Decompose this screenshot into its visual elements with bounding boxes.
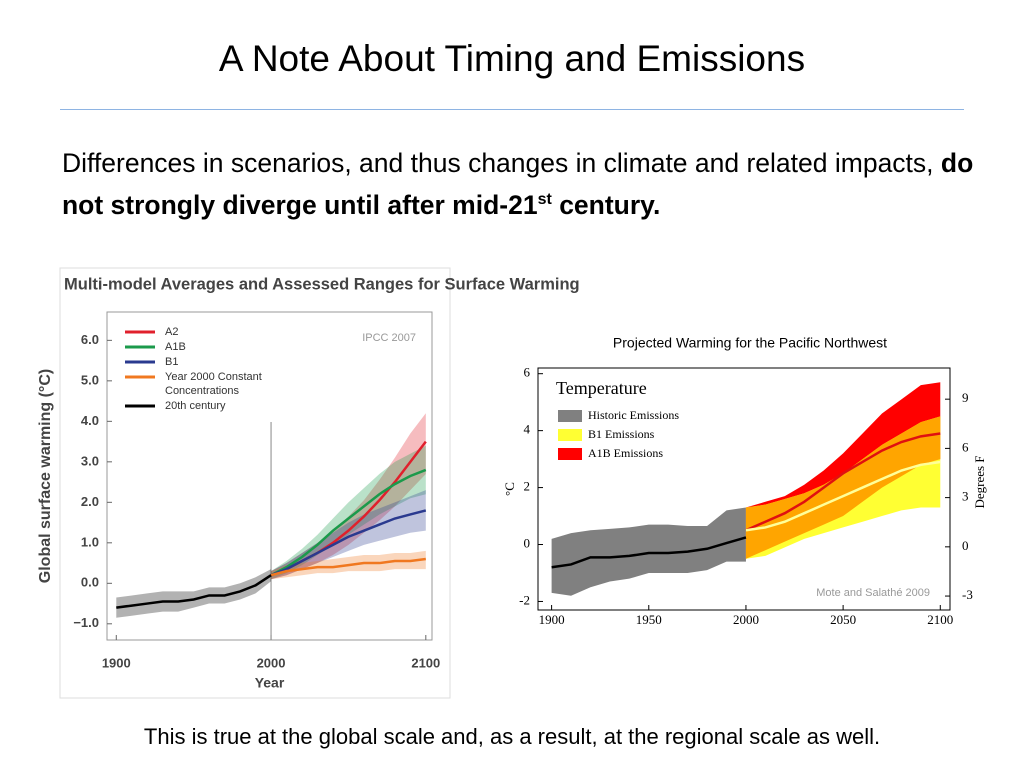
y-axis-label: °C bbox=[502, 482, 517, 496]
footer: This is true at the global scale and, as… bbox=[143, 724, 881, 749]
body-sup: st bbox=[537, 191, 552, 209]
x-tick-label: 1950 bbox=[636, 612, 662, 627]
mean-line bbox=[745, 432, 941, 532]
range-band bbox=[551, 507, 746, 596]
chart-title: Projected Warming for the Pacific Northw… bbox=[613, 335, 887, 351]
y-tick-label: −1.0 bbox=[73, 615, 99, 630]
y-tick-label: 6.0 bbox=[81, 332, 99, 347]
legend-label: 20th century bbox=[165, 400, 226, 412]
legend-label: B1 bbox=[165, 356, 178, 368]
legend-swatch bbox=[558, 410, 582, 422]
legend-label: A2 bbox=[165, 326, 178, 338]
chart-title: Multi-model Averages and Assessed Ranges… bbox=[64, 275, 580, 293]
legend-label-line: Year 2000 Constant bbox=[165, 371, 262, 383]
y2-tick-label: -3 bbox=[962, 587, 973, 602]
body-text: Differences in scenarios, and thus chang… bbox=[62, 142, 982, 226]
y-tick-label: -2 bbox=[519, 592, 530, 607]
y-tick-label: 2 bbox=[524, 479, 531, 494]
y2-tick-label: 6 bbox=[962, 439, 969, 454]
y-tick-label: 0.0 bbox=[81, 575, 99, 590]
y2-tick-label: 0 bbox=[962, 538, 969, 553]
x-tick-label: 2100 bbox=[927, 612, 953, 627]
y-tick-label: 3.0 bbox=[81, 453, 99, 468]
legend-label: Year 2000 Constant Concentrations bbox=[165, 371, 262, 397]
body-bold-end: century. bbox=[551, 190, 661, 220]
legend-swatch bbox=[558, 429, 582, 441]
series-line bbox=[270, 557, 426, 577]
y-tick-label: 1.0 bbox=[81, 534, 99, 549]
range-band bbox=[116, 569, 272, 618]
body-bold: do not strongly diverge until after mid-… bbox=[62, 148, 973, 220]
range-band bbox=[271, 413, 426, 580]
y-tick-label: 4.0 bbox=[81, 413, 99, 428]
y-tick-label: 4 bbox=[524, 422, 531, 437]
mean-line bbox=[745, 460, 941, 532]
slide-title: A Note About Timing and Emissions bbox=[218, 38, 806, 79]
title-rule bbox=[60, 109, 964, 110]
x-tick-label: 2100 bbox=[411, 655, 440, 670]
y2-axis-label: Degrees F bbox=[972, 455, 987, 508]
x-tick-label: 1900 bbox=[539, 612, 565, 627]
annotation: Mote and Salathé 2009 bbox=[816, 587, 930, 599]
legend-label: Historic Emissions bbox=[588, 408, 679, 422]
legend-label: A1B bbox=[165, 341, 186, 353]
body-plain: Differences in scenarios, and thus chang… bbox=[62, 148, 941, 178]
x-tick-label: 1900 bbox=[102, 655, 131, 670]
x-axis-label: Year bbox=[255, 675, 285, 691]
series-line bbox=[116, 574, 272, 609]
x-tick-label: 2000 bbox=[257, 655, 286, 670]
y-tick-label: 6 bbox=[524, 365, 531, 380]
plot-frame bbox=[106, 311, 433, 641]
range-band bbox=[271, 445, 426, 580]
series-line bbox=[270, 468, 427, 577]
legend-swatch bbox=[558, 448, 582, 460]
y-tick-label: 5.0 bbox=[81, 372, 99, 387]
y-axis-label: Global surface warming (°C) bbox=[37, 369, 54, 583]
series-line bbox=[270, 509, 427, 577]
x-tick-label: 2050 bbox=[830, 612, 856, 627]
legend-label: A1B Emissions bbox=[588, 446, 663, 460]
legend-label: B1 Emissions bbox=[588, 427, 655, 441]
overlap-band bbox=[745, 416, 941, 559]
x-tick-label: 2000 bbox=[733, 612, 759, 627]
y2-tick-label: 9 bbox=[962, 390, 969, 405]
legend-label-line: Concentrations bbox=[165, 385, 239, 397]
y-tick-label: 2.0 bbox=[81, 494, 99, 509]
charts: Multi-model Averages and Assessed Ranges… bbox=[37, 267, 987, 699]
annotation: IPCC 2007 bbox=[362, 332, 416, 344]
mean-line bbox=[551, 536, 747, 569]
body-bold-text: do not strongly diverge until after mid-… bbox=[62, 148, 974, 220]
y2-tick-label: 3 bbox=[962, 489, 969, 504]
legend-title: Temperature bbox=[556, 378, 647, 398]
y-tick-label: 0 bbox=[524, 536, 531, 551]
